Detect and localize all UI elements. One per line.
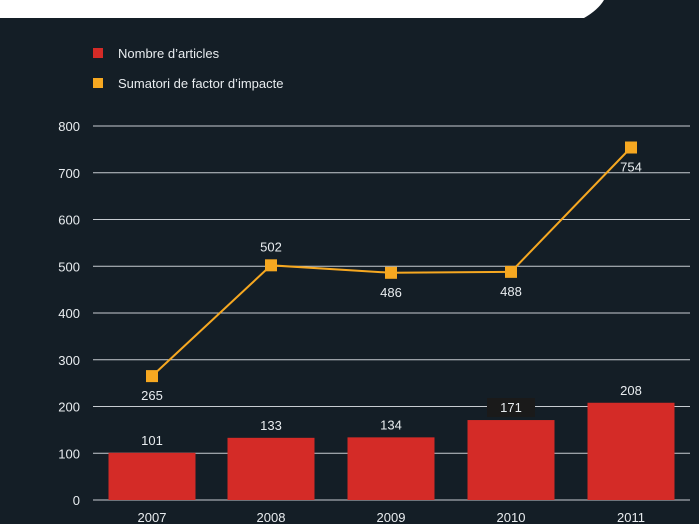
y-tick-label-800: 800 xyxy=(58,119,80,134)
line-value-label-2010: 488 xyxy=(500,284,522,299)
x-tick-label-2009: 2009 xyxy=(377,510,406,524)
x-tick-label-2007: 2007 xyxy=(138,510,167,524)
line-impact-series xyxy=(151,146,632,377)
x-tick-label-2010: 2010 xyxy=(497,510,526,524)
y-tick-label-700: 700 xyxy=(58,166,80,181)
y-tick-label-400: 400 xyxy=(58,306,80,321)
line-marker-2008 xyxy=(265,259,277,272)
header-tab-shape xyxy=(0,0,604,18)
y-tick-label-200: 200 xyxy=(58,400,80,415)
bar-value-label-2009: 134 xyxy=(380,417,402,432)
bar-label-bg-2010 xyxy=(487,398,535,418)
line-marker-2007 xyxy=(146,370,158,383)
y-tick-label-500: 500 xyxy=(58,259,80,274)
line-value-label-2008: 502 xyxy=(260,239,282,254)
bar-2011 xyxy=(587,402,675,500)
bar-2010 xyxy=(467,420,555,500)
line-marker-2011 xyxy=(625,141,637,154)
bar-value-label-2007: 101 xyxy=(141,433,163,448)
legend-label-articles: Nombre d’articles xyxy=(118,45,220,61)
bar-2007 xyxy=(108,452,196,500)
line-value-label-2011: 754 xyxy=(620,160,642,175)
bar-value-label-2010: 171 xyxy=(500,400,522,415)
legend-item-articles: Nombre d’articles xyxy=(93,45,283,61)
line-marker-2009 xyxy=(385,266,397,279)
legend-item-impact: Sumatori de factor d’impacte xyxy=(93,75,284,91)
line-marker-2010 xyxy=(505,265,517,278)
y-tick-label-0: 0 xyxy=(73,493,80,508)
y-tick-label-100: 100 xyxy=(58,446,80,461)
y-tick-label-600: 600 xyxy=(58,213,80,228)
bar-2008 xyxy=(227,437,315,500)
line-value-label-2009: 486 xyxy=(380,285,402,300)
x-tick-label-2008: 2008 xyxy=(257,510,286,524)
bar-value-label-2008: 133 xyxy=(260,418,282,433)
legend-label-impact: Sumatori de factor d’impacte xyxy=(118,75,284,91)
legend-swatch-articles xyxy=(93,48,103,58)
legend: Nombre d’articles Sumatori de factor d’i… xyxy=(93,46,283,106)
y-tick-label-300: 300 xyxy=(58,353,80,368)
legend-swatch-impact xyxy=(93,78,103,88)
line-value-label-2007: 265 xyxy=(141,388,163,403)
x-tick-label-2011: 2011 xyxy=(617,510,645,524)
bar-value-label-2011: 208 xyxy=(620,383,642,398)
bar-2009 xyxy=(347,437,435,500)
